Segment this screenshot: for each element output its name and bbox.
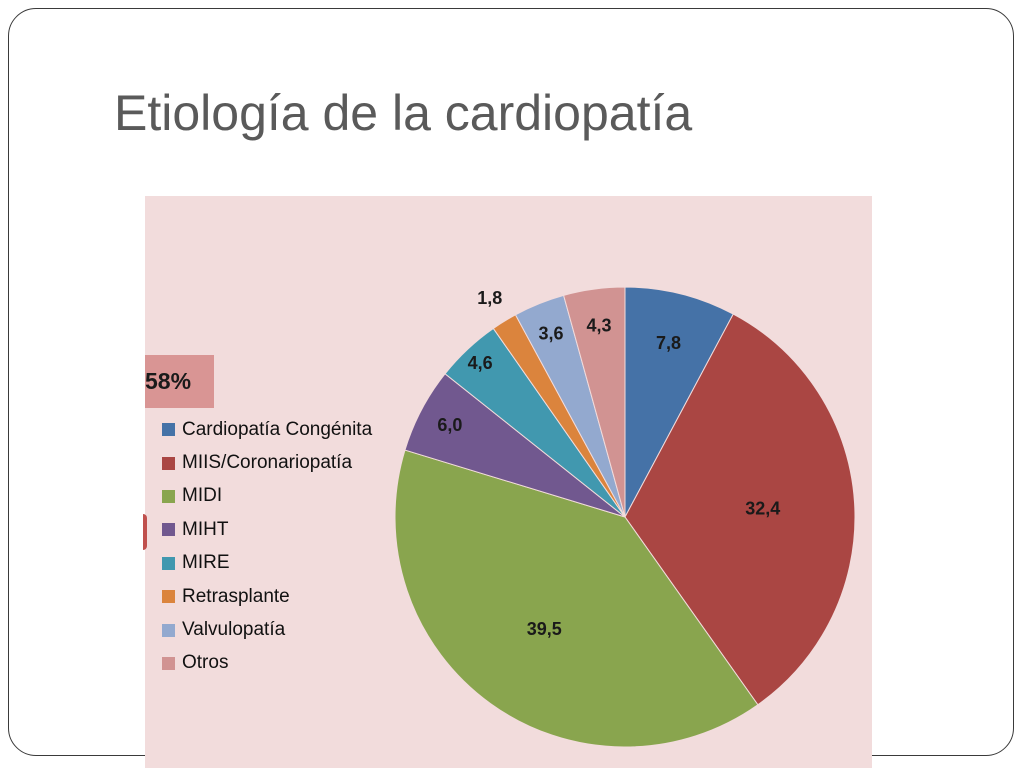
chart-legend: Cardiopatía Congénita MIIS/Coronariopatía… bbox=[162, 413, 372, 680]
slice-data-label: 7,8 bbox=[656, 333, 681, 353]
slice-data-label: 1,8 bbox=[477, 288, 502, 308]
slice-data-label: 4,3 bbox=[586, 316, 611, 336]
legend-swatch bbox=[162, 456, 175, 470]
legend-label: MIRE bbox=[182, 552, 230, 574]
legend-swatch bbox=[162, 556, 175, 570]
legend-label: Valvulopatía bbox=[182, 619, 286, 641]
slice-data-label: 4,6 bbox=[468, 353, 493, 373]
legend-swatch bbox=[162, 489, 175, 503]
legend-item: Cardiopatía Congénita bbox=[162, 413, 372, 446]
cropped-arc-fragment bbox=[143, 514, 147, 550]
pie-slice bbox=[624, 286, 734, 518]
legend-item: Valvulopatía bbox=[162, 613, 372, 646]
legend-item: MIHT bbox=[162, 513, 372, 546]
legend-item: MIDI bbox=[162, 480, 372, 513]
legend-swatch bbox=[162, 623, 175, 637]
legend-item: MIIS/Coronariopatía bbox=[162, 446, 372, 479]
legend-label: Retrasplante bbox=[182, 585, 290, 607]
badge-text: 58% bbox=[145, 368, 192, 394]
slice-data-label: 39,5 bbox=[527, 619, 562, 639]
pie-slice bbox=[624, 313, 856, 706]
slice-data-label: 3,6 bbox=[539, 324, 564, 344]
slice-data-label: 32,4 bbox=[745, 498, 780, 518]
legend-item: Otros bbox=[162, 647, 372, 680]
legend-swatch bbox=[162, 423, 175, 437]
percentage-badge: 58% bbox=[145, 355, 214, 408]
legend-swatch bbox=[162, 590, 175, 604]
slide-title: Etiología de la cardiopatía bbox=[114, 85, 693, 141]
pie-slice bbox=[394, 449, 759, 748]
legend-label: MIIS/Coronariopatía bbox=[182, 452, 353, 474]
legend-swatch bbox=[162, 523, 175, 537]
legend-item: Retrasplante bbox=[162, 580, 372, 613]
pie-slice bbox=[562, 286, 626, 518]
legend-label: Cardiopatía Congénita bbox=[182, 418, 373, 440]
slice-data-label: 6,0 bbox=[437, 415, 462, 435]
legend-label: MIHT bbox=[182, 518, 229, 540]
legend-label: Otros bbox=[182, 652, 229, 674]
legend-swatch bbox=[162, 656, 175, 670]
legend-label: MIDI bbox=[182, 485, 223, 507]
legend-item: MIRE bbox=[162, 547, 372, 580]
